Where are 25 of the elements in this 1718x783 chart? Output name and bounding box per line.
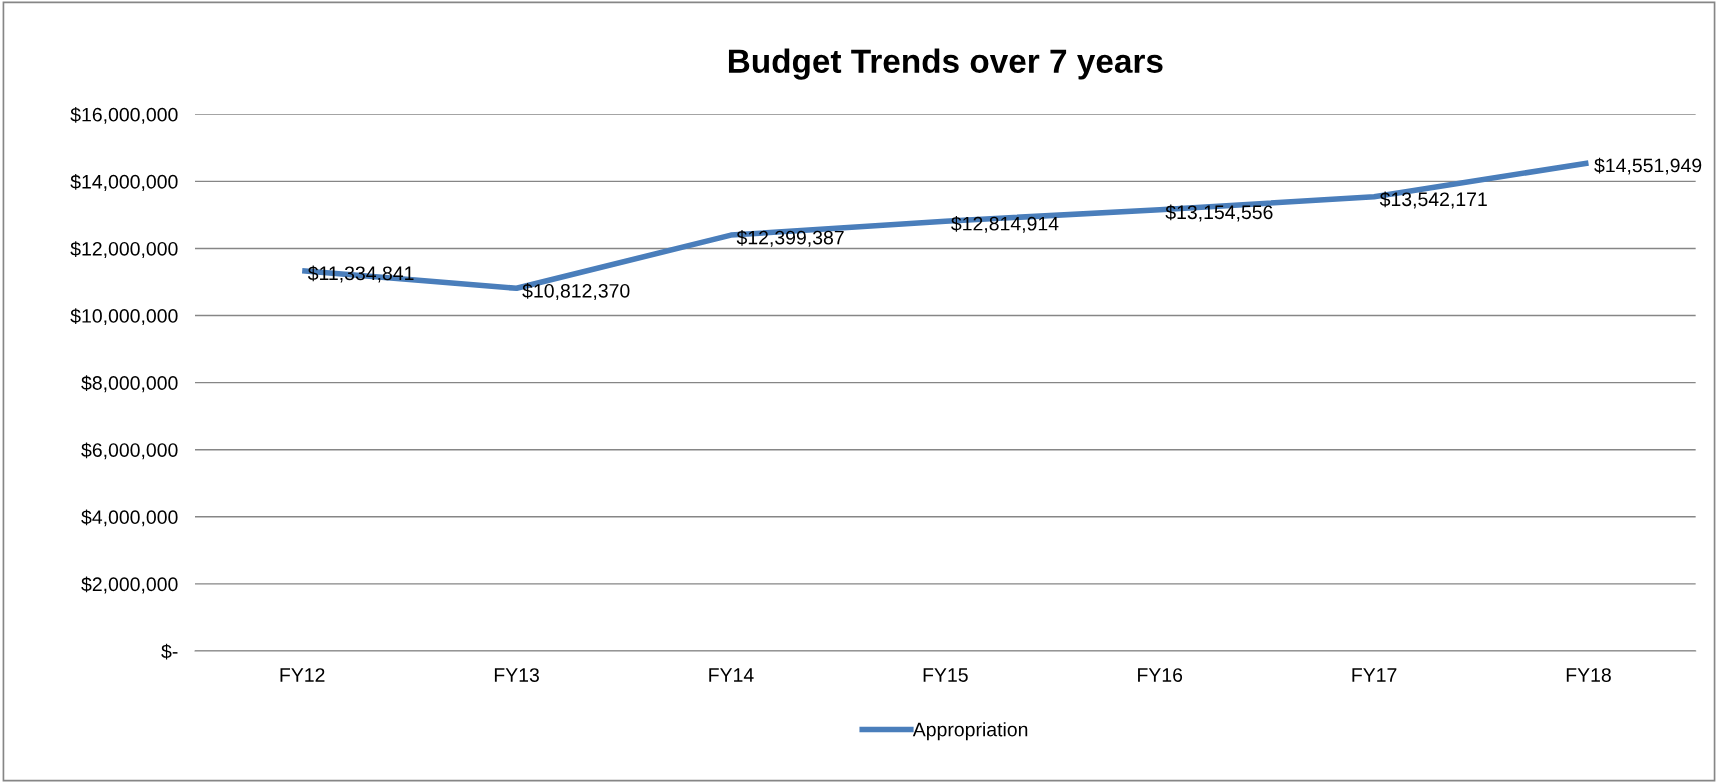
legend-label: Appropriation [912, 722, 1028, 741]
x-tick-label: FY17 [1352, 668, 1397, 682]
x-tick-label: FY18 [1566, 668, 1611, 682]
chart-title: Budget Trends over 7 years [728, 48, 1163, 80]
y-tick-label: $16,000,000 [70, 106, 178, 124]
data-label: $14,551,949 [1594, 157, 1702, 175]
data-label: $13,542,171 [1379, 191, 1487, 209]
y-tick-label: $14,000,000 [70, 174, 178, 191]
y-tick-label: $12,000,000 [70, 241, 178, 259]
y-tick-label: $2,000,000 [81, 576, 178, 594]
data-label: $11,334,841 [307, 265, 414, 283]
x-tick-label: FY14 [709, 668, 754, 682]
data-label: $13,154,556 [1165, 204, 1273, 222]
y-tick-label: $- [161, 643, 178, 660]
x-tick-label: FY13 [494, 668, 539, 682]
x-tick-label: FY12 [280, 668, 325, 682]
x-tick-label: FY15 [923, 668, 968, 682]
y-tick-label: $4,000,000 [81, 509, 178, 527]
y-tick-label: $8,000,000 [81, 375, 178, 393]
x-tick-label: FY16 [1138, 668, 1183, 682]
data-label: $10,812,370 [522, 283, 630, 300]
data-label: $12,399,387 [736, 229, 844, 247]
y-tick-label: $6,000,000 [81, 442, 178, 460]
y-tick-label: $10,000,000 [70, 308, 178, 326]
data-label: $12,814,914 [951, 215, 1059, 233]
